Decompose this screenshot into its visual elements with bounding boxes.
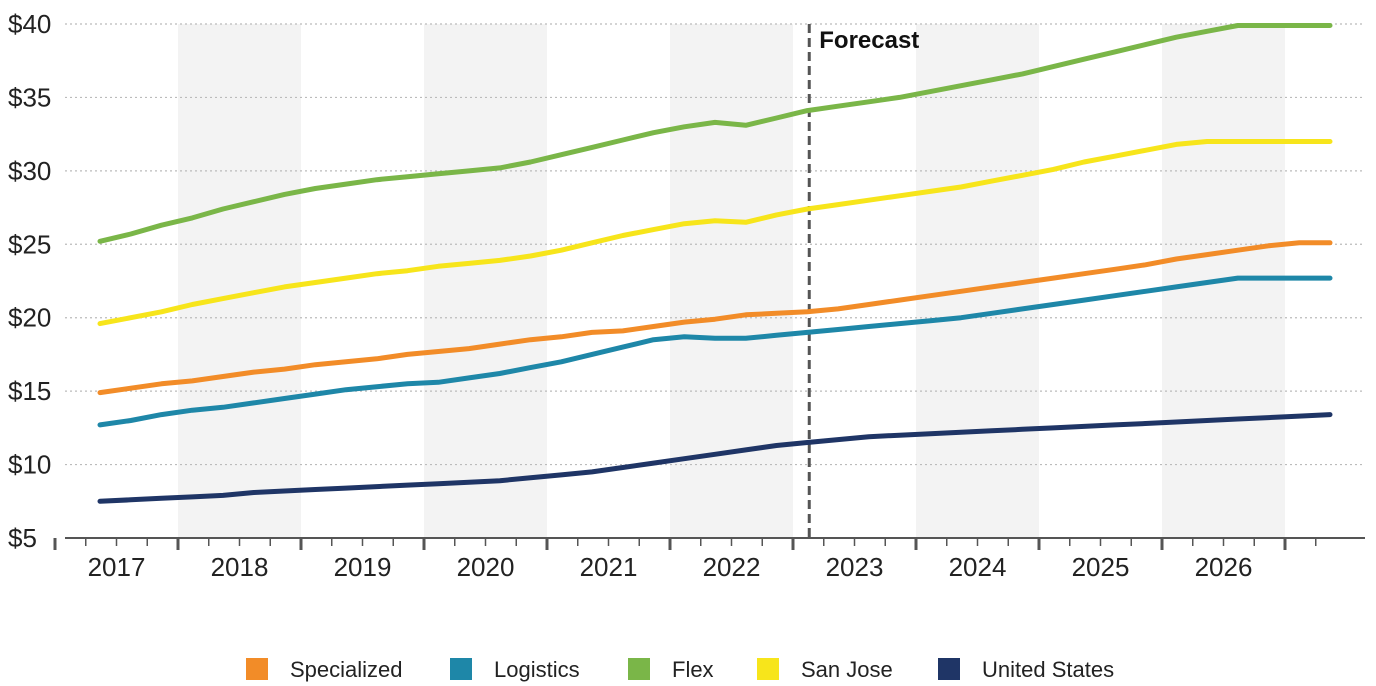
y-tick-label: $25 (8, 229, 51, 259)
y-tick-label: $5 (8, 523, 37, 553)
y-tick-label: $40 (8, 9, 51, 39)
series-line-san-jose (97, 139, 1333, 327)
y-tick-label: $10 (8, 450, 51, 480)
y-axis: $5 $10 $15 $20 $25 $30 $35 $40 (8, 9, 51, 553)
x-tick-label: 2025 (1072, 552, 1130, 582)
legend-swatch (628, 658, 650, 680)
legend-item-united-states: United States (938, 657, 1114, 682)
legend-swatch (757, 658, 779, 680)
y-tick-label: $15 (8, 376, 51, 406)
legend-item-logistics: Logistics (450, 657, 580, 682)
legend-swatch (450, 658, 472, 680)
x-tick-label: 2024 (949, 552, 1007, 582)
x-tick-label: 2020 (457, 552, 515, 582)
legend-label: Logistics (494, 657, 580, 682)
legend-label: Flex (672, 657, 714, 682)
legend-label: United States (982, 657, 1114, 682)
x-tick-label: 2019 (334, 552, 392, 582)
forecast-label: Forecast (819, 27, 919, 54)
x-tick-label: 2017 (88, 552, 146, 582)
legend-label: San Jose (801, 657, 893, 682)
y-tick-label: $30 (8, 156, 51, 186)
legend-swatch (938, 658, 960, 680)
series-line-specialized (97, 240, 1333, 396)
x-tick-label: 2026 (1195, 552, 1253, 582)
year-band-2020 (424, 24, 547, 538)
y-tick-label: $20 (8, 303, 51, 333)
legend-item-specialized: Specialized (246, 657, 403, 682)
year-band-2018 (178, 24, 301, 538)
x-tick-label: 2022 (703, 552, 761, 582)
series-line-logistics (97, 275, 1333, 428)
x-tick-label: 2021 (580, 552, 638, 582)
legend-item-san-jose: San Jose (757, 657, 893, 682)
x-axis: 2017 2018 2019 2020 2021 2022 2023 2024 2025 2026 (53, 537, 1365, 582)
year-band-2022 (670, 24, 793, 538)
legend-item-flex: Flex (628, 657, 714, 682)
y-tick-label: $35 (8, 82, 51, 112)
series-line-flex (97, 23, 1333, 244)
year-bands (178, 24, 1285, 538)
legend-label: Specialized (290, 657, 403, 682)
series-lines (97, 23, 1333, 504)
series-line-united-states (97, 412, 1333, 504)
x-tick-label: 2018 (211, 552, 269, 582)
legend: Specialized Logistics Flex San Jose United S… (246, 657, 1114, 682)
x-tick-label: 2023 (826, 552, 884, 582)
legend-swatch (246, 658, 268, 680)
